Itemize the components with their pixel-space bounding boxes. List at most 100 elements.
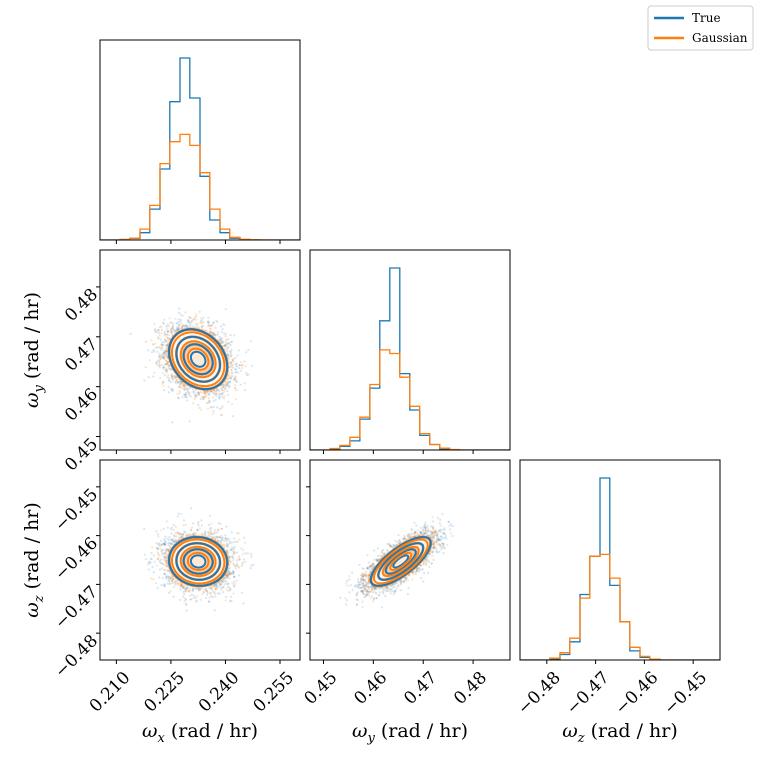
scatter-point-true <box>226 574 229 577</box>
scatter-point-true <box>169 380 173 384</box>
scatter-point-true <box>208 399 211 402</box>
scatter-point-true <box>225 574 228 577</box>
scatter-point-true <box>176 381 180 384</box>
scatter-point-true <box>228 380 231 383</box>
scatter-point-true <box>188 324 191 327</box>
scatter-point-gaussian <box>202 321 205 324</box>
scatter-point-gaussian <box>230 364 234 367</box>
scatter-point-true <box>160 567 164 570</box>
scatter-point-true <box>167 385 170 388</box>
scatter-point-true <box>221 337 224 340</box>
scatter-point-true <box>209 331 213 334</box>
scatter-point-gaussian <box>194 389 197 392</box>
scatter-point-gaussian <box>208 331 212 334</box>
scatter-point-true <box>229 334 232 337</box>
scatter-point-true <box>207 600 210 603</box>
scatter-point-true <box>228 574 231 577</box>
scatter-point-true <box>225 576 229 579</box>
scatter-point-true <box>186 399 189 402</box>
scatter-point-true <box>181 536 184 539</box>
scatter-point-true <box>229 377 232 380</box>
scatter-point-true <box>179 380 182 383</box>
scatter-point-gaussian <box>208 330 211 334</box>
scatter-point-gaussian <box>202 392 205 395</box>
scatter-point-gaussian <box>196 322 199 325</box>
scatter-point-gaussian <box>160 356 163 359</box>
scatter-point-true <box>163 552 166 555</box>
scatter-point-gaussian <box>195 313 198 316</box>
scatter-point-gaussian <box>165 326 168 330</box>
scatter-point-true <box>154 330 157 333</box>
scatter-point-gaussian <box>158 352 161 355</box>
scatter-point-gaussian <box>194 394 197 397</box>
scatter-point-true <box>184 395 187 399</box>
scatter-point-true <box>237 371 240 374</box>
scatter-point-true <box>224 344 227 347</box>
scatter-point-gaussian <box>202 325 205 328</box>
scatter-point-gaussian <box>164 351 167 355</box>
scatter-point-true <box>162 322 165 325</box>
scatter-point-true <box>191 388 194 391</box>
scatter-point-true <box>200 395 203 398</box>
scatter-point-gaussian <box>225 332 228 335</box>
scatter-point-true <box>158 331 161 334</box>
scatter-point-gaussian <box>219 339 222 342</box>
scatter-point-true <box>184 587 187 590</box>
scatter-point-true <box>186 321 190 324</box>
scatter-point-true <box>186 389 189 392</box>
scatter-point-true <box>229 572 232 575</box>
scatter-point-true <box>162 351 165 354</box>
scatter-point-gaussian <box>160 332 163 335</box>
scatter-point-true <box>214 333 217 336</box>
scatter-point-gaussian <box>158 366 161 369</box>
scatter-point-true <box>187 319 190 322</box>
scatter-point-true <box>184 587 187 590</box>
scatter-point-true <box>156 346 159 349</box>
scatter-point-true <box>228 381 232 384</box>
scatter-point-true <box>226 352 230 355</box>
scatter-point-true <box>177 318 180 321</box>
scatter-point-true <box>214 334 217 337</box>
scatter-point-true <box>159 338 162 341</box>
scatter-point-true <box>166 344 169 347</box>
scatter-point-true <box>195 599 198 602</box>
scatter-point-true <box>235 365 238 368</box>
scatter-point-true <box>211 331 214 334</box>
scatter-point-gaussian <box>166 362 169 365</box>
scatter-point-gaussian <box>227 383 230 386</box>
scatter-point-true <box>170 331 173 334</box>
scatter-point-true <box>230 361 233 364</box>
scatter-point-true <box>221 392 225 395</box>
scatter-point-true <box>189 316 192 319</box>
scatter-point-true <box>166 330 169 333</box>
scatter-point-true <box>144 558 148 561</box>
scatter-point-true <box>171 539 174 542</box>
scatter-point-true <box>165 576 168 579</box>
scatter-point-true <box>223 345 226 348</box>
scatter-point-true <box>245 373 248 376</box>
scatter-point-gaussian <box>212 396 215 399</box>
scatter-point-gaussian <box>160 354 163 357</box>
scatter-point-true <box>166 537 169 540</box>
contour-true <box>182 343 214 376</box>
scatter-point-true <box>184 393 187 396</box>
scatter-point-true <box>163 584 166 587</box>
scatter-point-true <box>148 561 151 564</box>
scatter-point-gaussian <box>231 358 234 361</box>
scatter-point-true <box>165 346 168 350</box>
scatter-point-true <box>143 379 146 382</box>
scatter-point-gaussian <box>216 320 219 324</box>
scatter-point-true <box>238 364 241 367</box>
scatter-point-true <box>178 328 181 331</box>
scatter-point-true <box>160 343 163 346</box>
scatter-point-true <box>225 538 228 541</box>
scatter-point-gaussian <box>150 339 153 342</box>
scatter-point-true <box>162 356 165 359</box>
scatter-point-gaussian <box>212 332 215 335</box>
scatter-point-true <box>227 353 230 356</box>
scatter-point-true <box>206 320 209 323</box>
scatter-point-true <box>186 387 189 390</box>
scatter-point-true <box>225 341 228 345</box>
scatter-point-true <box>183 384 186 387</box>
scatter-point-true <box>207 322 210 325</box>
